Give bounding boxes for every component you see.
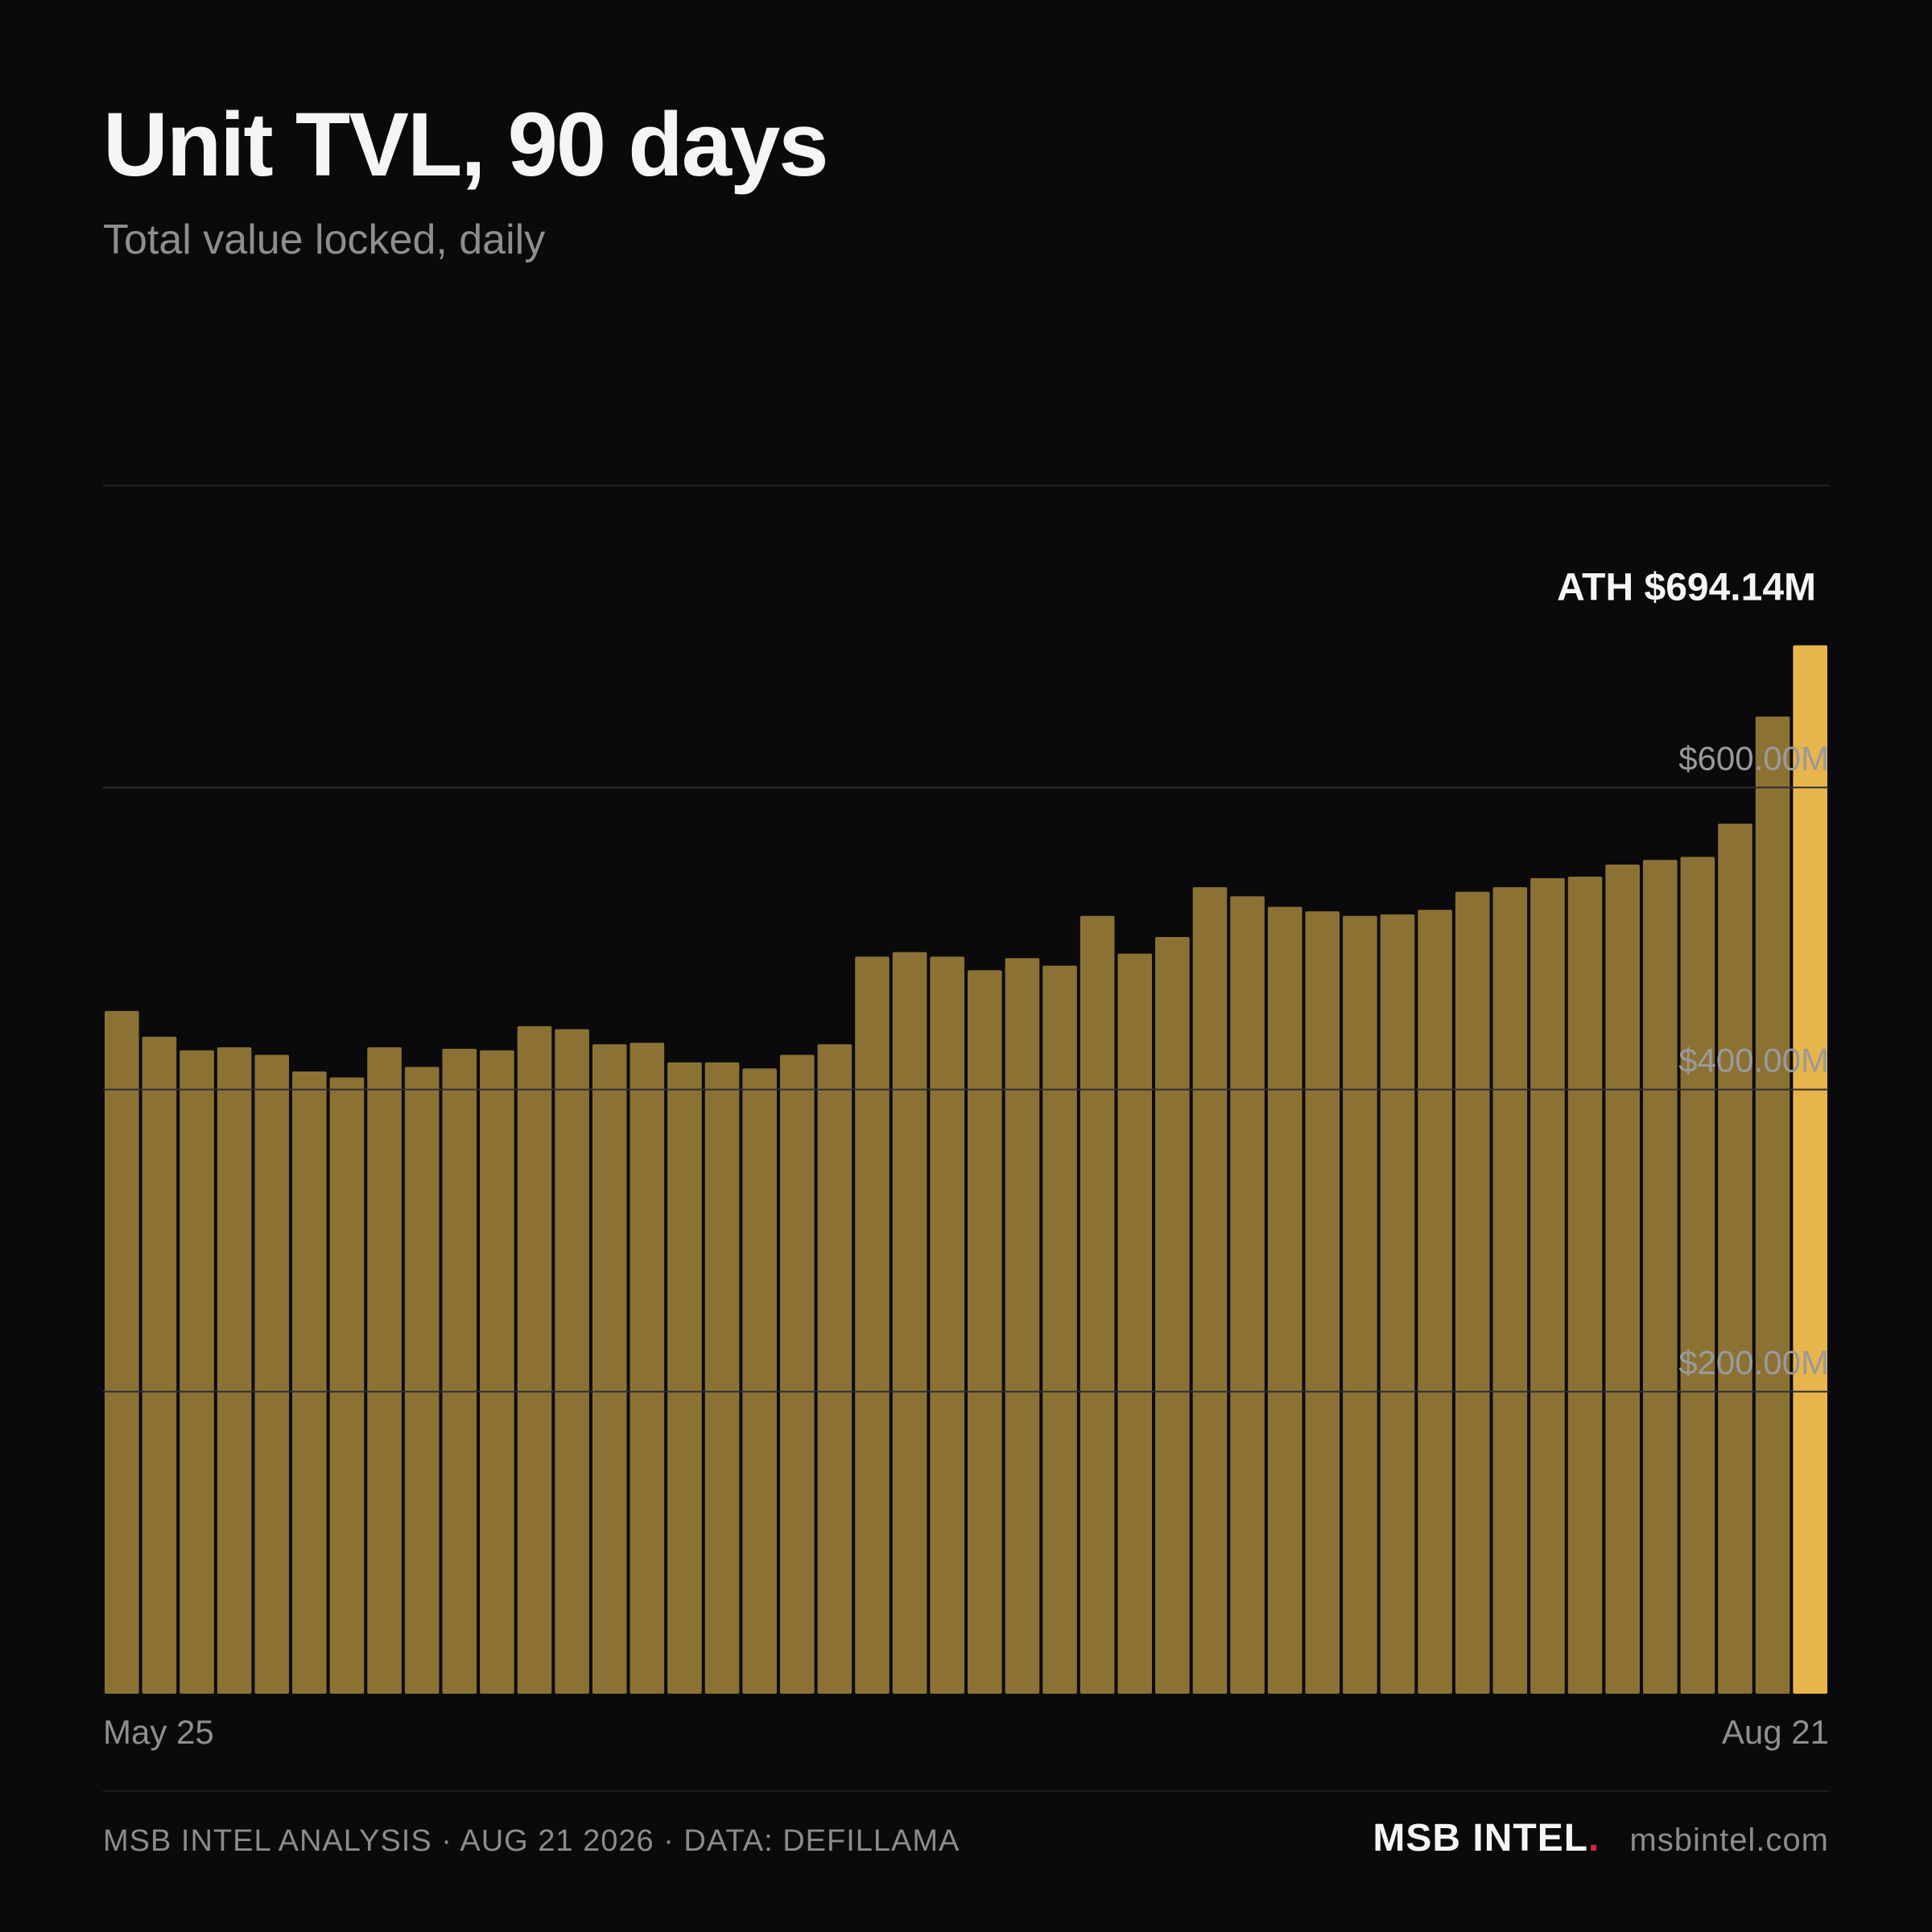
bar <box>367 1046 402 1694</box>
bar <box>1718 824 1752 1694</box>
bar <box>517 1026 552 1694</box>
bar <box>1230 896 1265 1694</box>
bar <box>1492 887 1528 1694</box>
ath-annotation: ATH $694.14M <box>1557 567 1816 609</box>
bar-highlight <box>1793 645 1827 1694</box>
bar <box>292 1071 327 1694</box>
bar <box>1305 911 1340 1694</box>
bar <box>742 1068 777 1694</box>
bar <box>1080 915 1115 1694</box>
bar <box>1380 914 1415 1694</box>
chart-title: Unit TVL, 90 days <box>103 94 829 195</box>
bar <box>142 1036 177 1694</box>
bar <box>555 1029 589 1694</box>
y-tick-label: $600.00M <box>1678 739 1829 777</box>
y-tick-label: $400.00M <box>1678 1042 1829 1080</box>
bar <box>592 1044 627 1694</box>
bar <box>180 1050 214 1694</box>
bar <box>930 956 964 1694</box>
bar <box>1117 953 1153 1694</box>
chart-subtitle: Total value locked, daily <box>103 217 546 263</box>
bar <box>817 1044 852 1694</box>
bar-chart: $200.00M $400.00M $600.00M ATH $694.14M <box>103 485 1829 1694</box>
footer-divider <box>103 1790 1829 1792</box>
y-tick-label: $200.00M <box>1678 1344 1829 1381</box>
bar <box>1005 958 1040 1694</box>
bar <box>442 1048 477 1694</box>
bar <box>1530 877 1565 1694</box>
bar <box>892 952 927 1694</box>
bar <box>630 1042 665 1694</box>
bar <box>667 1062 702 1694</box>
x-axis-end-label: Aug 21 <box>1721 1713 1829 1751</box>
bar <box>1192 887 1228 1694</box>
bar <box>1605 864 1640 1694</box>
brand-logo: MSB INTEL. <box>1373 1816 1599 1860</box>
bar <box>968 970 1002 1694</box>
bar <box>1642 860 1678 1694</box>
bar <box>1680 857 1715 1694</box>
bar <box>1455 891 1490 1694</box>
brand-name: MSB INTEL <box>1373 1817 1589 1860</box>
bar <box>404 1067 440 1694</box>
brand-dot: . <box>1588 1817 1600 1860</box>
bar <box>329 1077 365 1694</box>
bar <box>1343 915 1377 1694</box>
bar <box>1755 716 1790 1694</box>
bar <box>254 1055 290 1694</box>
footer-credit: MSB INTEL ANALYSIS · AUG 21 2026 · DATA:… <box>103 1824 960 1858</box>
bar <box>1418 910 1452 1694</box>
bar <box>217 1046 252 1694</box>
bar <box>1567 876 1603 1694</box>
bar <box>105 1010 139 1694</box>
bar <box>480 1050 514 1694</box>
bar <box>704 1062 740 1694</box>
bar <box>1267 906 1302 1694</box>
bar <box>1155 937 1190 1694</box>
site-link[interactable]: msbintel.com <box>1629 1823 1829 1858</box>
bar <box>779 1055 815 1694</box>
x-axis-start-label: May 25 <box>103 1713 214 1751</box>
bar <box>1042 965 1077 1694</box>
bar <box>855 956 890 1694</box>
footer-brand: MSB INTEL. msbintel.com <box>1373 1816 1829 1860</box>
